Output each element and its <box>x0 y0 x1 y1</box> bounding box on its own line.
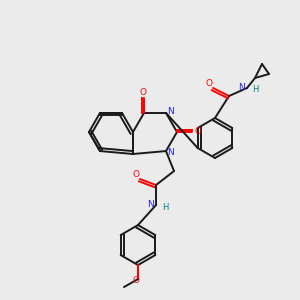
Text: H: H <box>162 202 168 211</box>
Text: O: O <box>133 276 140 285</box>
Text: O: O <box>195 128 202 136</box>
Text: O: O <box>133 169 140 178</box>
Text: H: H <box>252 85 258 94</box>
Text: O: O <box>140 88 146 97</box>
Text: N: N <box>167 107 173 116</box>
Text: O: O <box>206 79 212 88</box>
Text: N: N <box>167 148 173 157</box>
Text: N: N <box>147 200 154 208</box>
Text: N: N <box>238 82 245 91</box>
